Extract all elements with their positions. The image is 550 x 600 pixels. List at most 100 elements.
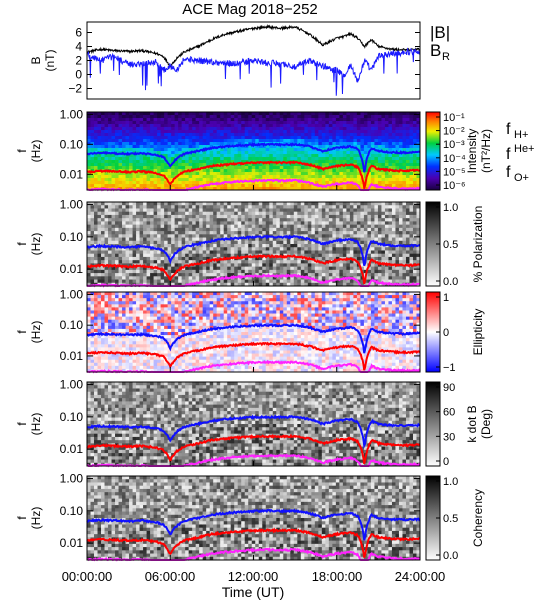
spectrogram-cell	[224, 130, 228, 133]
spectrogram-cell	[297, 225, 301, 229]
spectrogram-cell	[276, 157, 280, 160]
spectrogram-cell	[395, 163, 399, 166]
spectrogram-cell	[150, 260, 154, 264]
spectrogram-cell	[119, 270, 123, 274]
spectrogram-cell	[217, 160, 221, 163]
spectrogram-cell	[399, 228, 403, 232]
spectrogram-cell	[129, 212, 133, 216]
spectrogram-cell	[262, 175, 266, 178]
spectrogram-cell	[283, 218, 287, 222]
spectrogram-cell	[336, 273, 340, 277]
spectrogram-cell	[143, 163, 147, 166]
spectrogram-cell	[297, 231, 301, 235]
spectrogram-cell	[234, 112, 238, 115]
colorbar-tick-label: 10⁻⁵	[443, 166, 466, 178]
spectrogram-cell	[262, 184, 266, 187]
spectrogram-cell	[175, 215, 179, 219]
spectrogram-cell	[157, 241, 161, 245]
spectrogram-cell	[189, 231, 193, 235]
spectrogram-cell	[332, 254, 336, 258]
spectrogram-cell	[308, 244, 312, 248]
spectrogram-cell	[87, 218, 91, 222]
spectrogram-cell	[287, 112, 291, 115]
spectrogram-cell	[210, 221, 214, 225]
spectrogram-cell	[364, 118, 368, 121]
spectrogram-cell	[395, 121, 399, 124]
spectrogram-cell	[220, 231, 224, 235]
spectrogram-cell	[178, 118, 182, 121]
spectrogram-cell	[175, 145, 179, 148]
spectrogram-cell	[115, 178, 119, 181]
spectrogram-cell	[350, 234, 354, 238]
spectrogram-cell	[185, 273, 189, 277]
spectrogram-cell	[308, 115, 312, 118]
spectrogram-cell	[336, 208, 340, 212]
spectrogram-cell	[402, 247, 406, 251]
spectrogram-cell	[399, 157, 403, 160]
spectrogram-cell	[399, 273, 403, 277]
spectrogram-cell	[395, 142, 399, 145]
spectrogram-cell	[238, 118, 242, 121]
spectrogram-cell	[178, 208, 182, 212]
spectrogram-cell	[336, 263, 340, 267]
spectrogram-cell	[273, 205, 277, 209]
spectrogram-cell	[378, 231, 382, 235]
spectrogram-cell	[308, 121, 312, 124]
spectrogram-cell	[273, 225, 277, 229]
spectrogram-cell	[399, 133, 403, 136]
spectrogram-cell	[157, 212, 161, 216]
spectrogram-cell	[129, 157, 133, 160]
spectrogram-cell	[360, 127, 364, 130]
spectrogram-cell	[161, 215, 165, 219]
spectrogram-cell	[210, 228, 214, 232]
spectrogram-cell	[140, 181, 144, 184]
spectrogram-cell	[406, 276, 410, 280]
spectrogram-cell	[322, 225, 326, 229]
spectrogram-cell	[371, 169, 375, 172]
spectrogram-cell	[395, 270, 399, 274]
spectrogram-cell	[147, 221, 151, 225]
spectrogram-cell	[353, 160, 357, 163]
spectrogram-cell	[290, 205, 294, 209]
spectrogram-cell	[217, 218, 221, 222]
spectrogram-cell	[241, 169, 245, 172]
spectrogram-cell	[290, 267, 294, 271]
spectrogram-cell	[133, 234, 137, 238]
spectrogram-cell	[143, 276, 147, 280]
spectrogram-cell	[182, 215, 186, 219]
spectrogram-cell	[273, 148, 277, 151]
spectrogram-cell	[399, 270, 403, 274]
spectrogram-cell	[91, 231, 95, 235]
spectrogram-cell	[213, 270, 217, 274]
spectrogram-cell	[392, 260, 396, 264]
spectrogram-cell	[343, 273, 347, 277]
spectrogram-cell	[283, 267, 287, 271]
spectrogram-cell	[101, 139, 105, 142]
spectrogram-cell	[234, 244, 238, 248]
spectrogram-cell	[94, 139, 98, 142]
spectrogram-cell	[269, 215, 273, 219]
spectrogram-cell	[266, 202, 270, 206]
spectrogram-cell	[115, 254, 119, 258]
spectrogram-cell	[388, 225, 392, 229]
spectrogram-cell	[129, 260, 133, 264]
spectrogram-cell	[175, 208, 179, 212]
spectrogram-cell	[129, 115, 133, 118]
spectrogram-cell	[374, 154, 378, 157]
spectrogram-cell	[119, 181, 123, 184]
spectrogram-cell	[245, 244, 249, 248]
spectrogram-cell	[297, 172, 301, 175]
spectrogram-cell	[115, 202, 119, 206]
spectrogram-cell	[325, 208, 329, 212]
spectrogram-cell	[381, 157, 385, 160]
spectrogram-cell	[350, 166, 354, 169]
spectrogram-cell	[339, 127, 343, 130]
spectrogram-cell	[315, 127, 319, 130]
spectrogram-cell	[91, 238, 95, 242]
spectrogram-cell	[206, 225, 210, 229]
spectrogram-cell	[346, 260, 350, 264]
spectrogram-cell	[227, 228, 231, 232]
spectrogram-cell	[157, 280, 161, 284]
spectrogram-cell	[115, 241, 119, 245]
spectrogram-cell	[119, 208, 123, 212]
